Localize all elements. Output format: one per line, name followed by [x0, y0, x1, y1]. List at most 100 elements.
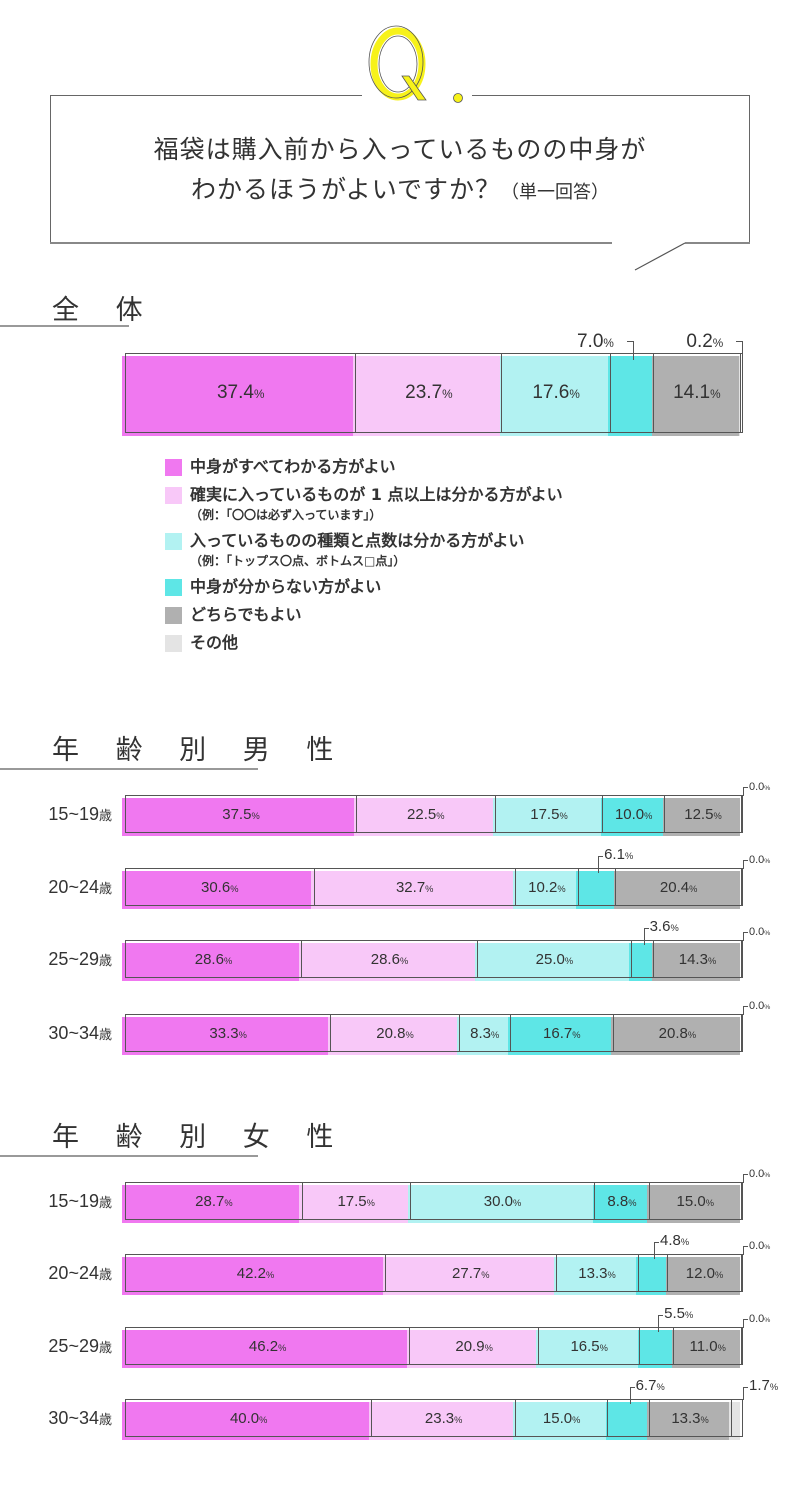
row-label-age: 30~34歳	[28, 1408, 112, 1429]
value-label: 3.6%	[650, 918, 679, 935]
percent-sign: %	[572, 1414, 581, 1425]
value-number: 14.3	[678, 950, 708, 968]
segment-not_known: 8.8%	[595, 1183, 650, 1219]
percent-sign: %	[764, 785, 771, 792]
callout-leader-line	[743, 860, 748, 869]
value-number: 32.7	[395, 878, 426, 896]
value-number: 42.2	[236, 1264, 266, 1282]
segment-not_known	[579, 869, 617, 905]
segment-fill-not_known	[576, 871, 614, 909]
percent-sign: %	[425, 883, 434, 894]
legend-text: 中身がすべてわかる方がよい	[190, 456, 395, 478]
callout-leader-line	[598, 856, 604, 873]
age-range: 25~29	[48, 1336, 99, 1356]
callout-label-other: 0.0%	[749, 1168, 770, 1180]
age-range: 20~24	[48, 1263, 99, 1283]
segment-either: 11.0%	[674, 1328, 742, 1364]
percent-sign: %	[484, 1342, 493, 1353]
value-number: 13.3	[671, 1409, 701, 1427]
value-number: 20.4	[659, 878, 690, 896]
bar-frame: 37.5% 22.5% 17.5% 10.0% 12.5%	[125, 795, 743, 833]
percent-sign: %	[714, 1269, 724, 1280]
value-number: 10.2	[528, 878, 558, 896]
segment-one_known: 22.5%	[357, 796, 496, 832]
segment-fill-one_known	[311, 871, 514, 909]
percent-sign: %	[481, 1269, 490, 1280]
segment-all_known: 28.7%	[126, 1183, 303, 1219]
value-label: 12.0%	[686, 1265, 723, 1282]
callout-label-not_known: 4.8%	[660, 1232, 689, 1249]
segment-either: 12.0%	[668, 1255, 742, 1291]
legend-swatch-one_known	[165, 487, 182, 504]
section-underline	[0, 768, 258, 770]
percent-sign: %	[223, 955, 233, 966]
value-number: 28.7	[195, 1192, 225, 1210]
value-label: 23.3%	[425, 1410, 462, 1427]
value-label: 10.0%	[615, 806, 652, 823]
segment-fill-type_known	[456, 1017, 509, 1055]
callout-leader-line	[743, 1246, 748, 1255]
value-number: 7.0	[576, 331, 604, 352]
value-label: 27.7%	[452, 1265, 489, 1282]
value-number: 12.5	[684, 805, 714, 823]
segment-fill-one_known	[353, 798, 493, 836]
callout-leader-line	[629, 1387, 635, 1404]
legend-item-one_known: 確実に入っているものが 1 点以上は分かる方がよい （例：「〇〇は必ず入っています…	[165, 484, 563, 524]
segment-one_known: 27.7%	[386, 1255, 557, 1291]
segment-other	[741, 354, 742, 432]
value-label: 28.7%	[195, 1193, 232, 1210]
segment-fill-all_known	[122, 943, 299, 981]
age-range: 15~19	[48, 804, 99, 824]
legend-label: その他	[190, 633, 239, 652]
segment-one_known: 20.9%	[410, 1328, 539, 1364]
value-label: 17.5%	[337, 1193, 374, 1210]
segment-fill-other	[729, 1402, 740, 1440]
bar-fill-layer	[122, 871, 740, 909]
percent-sign: %	[628, 1197, 637, 1208]
value-label: 23.7%	[405, 382, 452, 404]
percent-sign: %	[490, 1029, 500, 1040]
stacked-bar-row: 30.6% 32.7% 10.2% 20.4%	[122, 868, 743, 909]
legend-text: 確実に入っているものが 1 点以上は分かる方がよい （例：「〇〇は必ず入っています…	[190, 484, 563, 524]
segment-fill-either	[611, 1017, 740, 1055]
age-suffix: 歳	[98, 1195, 112, 1210]
value-number: 1.7	[749, 1377, 770, 1394]
percent-sign: %	[707, 955, 717, 966]
value-label: 0.0%	[749, 781, 770, 793]
value-label: 20.8%	[659, 1025, 696, 1042]
segment-fill-type_known	[475, 943, 630, 981]
row-label-age: 25~29歳	[28, 949, 112, 970]
segment-either: 15.0%	[650, 1183, 742, 1219]
callout-label-other: 0.0%	[749, 926, 770, 938]
value-label: 10.2%	[528, 879, 565, 896]
legend-item-other: その他	[165, 632, 563, 654]
percent-sign: %	[764, 1244, 771, 1251]
segment-fill-not_known	[508, 1017, 612, 1055]
value-number: 46.2	[248, 1337, 279, 1355]
value-label: 14.1%	[673, 382, 720, 404]
percent-sign: %	[717, 1342, 726, 1353]
percent-sign: %	[764, 930, 771, 937]
value-number: 14.1	[673, 382, 711, 403]
question-line-2: わかるほうがよいですか？（単一回答）	[190, 175, 609, 204]
value-number: 30.0	[483, 1192, 513, 1210]
percent-sign: %	[442, 388, 453, 401]
segment-either: 14.3%	[654, 941, 742, 977]
bar-frame: 42.2% 27.7% 13.3% 12.0%	[125, 1254, 743, 1292]
value-number: 20.9	[455, 1337, 485, 1355]
callout-label-not_known: 3.6%	[650, 918, 679, 935]
legend-swatch-not_known	[165, 579, 182, 596]
percent-sign: %	[644, 810, 653, 821]
value-number: 11.0	[689, 1337, 718, 1355]
segment-fill-either	[672, 1330, 740, 1368]
value-label: 15.0%	[543, 1410, 580, 1427]
percent-sign: %	[764, 1004, 771, 1011]
legend-sublabel: （例：「トップス〇点、ボトムス□点」）	[190, 554, 406, 568]
segment-one_known: 28.6%	[302, 941, 478, 977]
percent-sign: %	[705, 1197, 715, 1208]
value-label: 0.0%	[749, 1168, 770, 1180]
value-label: 0.0%	[749, 926, 770, 938]
question-box-border	[685, 242, 750, 244]
segment-fill-type_known	[536, 1330, 639, 1368]
value-label: 6.7%	[636, 1377, 665, 1394]
